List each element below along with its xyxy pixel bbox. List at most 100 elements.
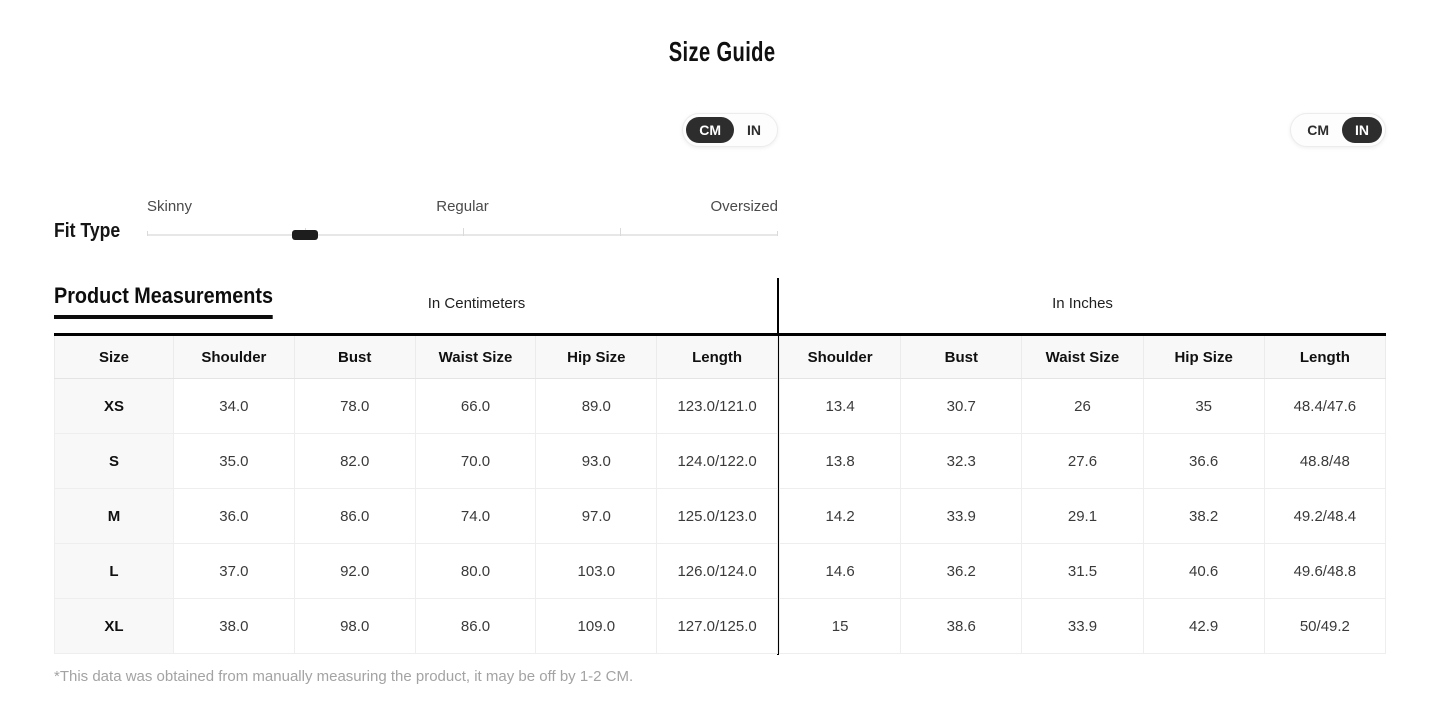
cell-shoulder: 38.0: [173, 598, 295, 654]
cell-waist: 66.0: [414, 378, 537, 434]
cell-shoulder: 13.4: [778, 378, 902, 434]
measurement-disclaimer: *This data was obtained from manually me…: [54, 668, 634, 685]
col-header-length: Length: [656, 333, 778, 379]
cell-bust: 86.0: [293, 488, 416, 544]
fit-type-slider-handle[interactable]: [291, 230, 318, 240]
cell-length: 50/49.2: [1263, 598, 1387, 654]
cell-length: 48.4/47.6: [1263, 378, 1387, 434]
cell-hip: 35: [1142, 378, 1265, 434]
unit-toggle-cm-table: CM IN: [682, 113, 778, 147]
cell-hip: 103.0: [535, 543, 658, 599]
in-option[interactable]: IN: [1342, 117, 1382, 143]
cm-option[interactable]: CM: [686, 117, 734, 143]
col-header-shoulder: Shoulder: [173, 333, 295, 379]
cell-waist: 27.6: [1021, 433, 1144, 489]
slider-tick: [147, 231, 148, 236]
cell-length: 123.0/121.0: [656, 378, 778, 434]
cell-hip: 93.0: [535, 433, 658, 489]
col-header-hip: Hip Size: [535, 333, 658, 379]
cell-size: L: [54, 543, 174, 599]
cell-length: 126.0/124.0: [656, 543, 778, 599]
cell-size: S: [54, 433, 174, 489]
cell-bust: 92.0: [293, 543, 416, 599]
unit-toggle-in-table: CM IN: [1290, 113, 1386, 147]
cell-bust: 98.0: [293, 598, 416, 654]
table-row-l: L 37.0 92.0 80.0 103.0 126.0/124.0: [54, 543, 778, 599]
cell-waist: 86.0: [414, 598, 537, 654]
table-row-l: 14.6 36.2 31.5 40.6 49.6/48.8: [778, 543, 1387, 599]
cell-waist: 29.1: [1021, 488, 1144, 544]
in-table-heading: In Inches: [1052, 295, 1113, 312]
slider-tick: [777, 231, 778, 236]
cell-waist: 70.0: [414, 433, 537, 489]
cell-length: 124.0/122.0: [656, 433, 778, 489]
table-row-m: M 36.0 86.0 74.0 97.0 125.0/123.0: [54, 488, 778, 544]
col-header-bust: Bust: [293, 333, 416, 379]
cell-bust: 32.3: [900, 433, 1023, 489]
cell-hip: 89.0: [535, 378, 658, 434]
table-header-row: Shoulder Bust Waist Size Hip Size Length: [778, 333, 1387, 379]
cell-shoulder: 13.8: [778, 433, 902, 489]
cell-shoulder: 34.0: [173, 378, 295, 434]
cell-waist: 33.9: [1021, 598, 1144, 654]
cm-option[interactable]: CM: [1307, 122, 1329, 138]
col-header-waist: Waist Size: [1021, 333, 1144, 379]
slider-tick: [620, 228, 622, 236]
cell-hip: 38.2: [1142, 488, 1265, 544]
table-row-xl: 15 38.6 33.9 42.9 50/49.2: [778, 598, 1387, 654]
fit-type-label: Fit Type: [54, 220, 121, 242]
cell-shoulder: 37.0: [173, 543, 295, 599]
cell-shoulder: 14.2: [778, 488, 902, 544]
cell-shoulder: 35.0: [173, 433, 295, 489]
fit-option-regular: Regular: [436, 198, 489, 215]
cell-bust: 78.0: [293, 378, 416, 434]
cell-bust: 33.9: [900, 488, 1023, 544]
cell-waist: 74.0: [414, 488, 537, 544]
cell-length: 49.6/48.8: [1263, 543, 1387, 599]
cell-waist: 26: [1021, 378, 1144, 434]
cell-hip: 36.6: [1142, 433, 1265, 489]
cell-size: XS: [54, 378, 174, 434]
table-divider: [777, 278, 779, 655]
cell-shoulder: 36.0: [173, 488, 295, 544]
col-header-shoulder: Shoulder: [778, 333, 902, 379]
col-header-hip: Hip Size: [1142, 333, 1265, 379]
fit-option-oversized: Oversized: [710, 198, 778, 215]
cell-hip: 42.9: [1142, 598, 1265, 654]
page-title: Size Guide: [669, 36, 776, 67]
slider-tick: [462, 228, 464, 236]
cell-bust: 36.2: [900, 543, 1023, 599]
table-row-m: 14.2 33.9 29.1 38.2 49.2/48.4: [778, 488, 1387, 544]
cell-bust: 82.0: [293, 433, 416, 489]
fit-type-slider[interactable]: Skinny Regular Oversized: [147, 198, 778, 246]
table-row-s: 13.8 32.3 27.6 36.6 48.8/48: [778, 433, 1387, 489]
cell-length: 125.0/123.0: [656, 488, 778, 544]
table-header-row: Size Shoulder Bust Waist Size Hip Size L…: [54, 333, 778, 379]
cell-length: 127.0/125.0: [656, 598, 778, 654]
cell-bust: 38.6: [900, 598, 1023, 654]
section-heading: Product Measurements: [54, 283, 297, 319]
cell-hip: 97.0: [535, 488, 658, 544]
cm-measurements-table: Size Shoulder Bust Waist Size Hip Size L…: [54, 333, 778, 654]
cell-bust: 30.7: [900, 378, 1023, 434]
table-row-s: S 35.0 82.0 70.0 93.0 124.0/122.0: [54, 433, 778, 489]
in-option[interactable]: IN: [747, 122, 761, 138]
cell-hip: 109.0: [535, 598, 658, 654]
cell-shoulder: 14.6: [778, 543, 902, 599]
cell-length: 48.8/48: [1263, 433, 1387, 489]
col-header-bust: Bust: [900, 333, 1023, 379]
col-header-waist: Waist Size: [414, 333, 537, 379]
cell-shoulder: 15: [778, 598, 902, 654]
table-row-xl: XL 38.0 98.0 86.0 109.0 127.0/125.0: [54, 598, 778, 654]
table-row-xs: XS 34.0 78.0 66.0 89.0 123.0/121.0: [54, 378, 778, 434]
col-header-length: Length: [1263, 333, 1387, 379]
cell-waist: 80.0: [414, 543, 537, 599]
table-row-xs: 13.4 30.7 26 35 48.4/47.6: [778, 378, 1387, 434]
cell-length: 49.2/48.4: [1263, 488, 1387, 544]
col-header-size: Size: [54, 333, 174, 379]
fit-option-skinny: Skinny: [147, 198, 193, 215]
cell-hip: 40.6: [1142, 543, 1265, 599]
cell-size: M: [54, 488, 174, 544]
in-measurements-table: Shoulder Bust Waist Size Hip Size Length…: [778, 333, 1387, 654]
